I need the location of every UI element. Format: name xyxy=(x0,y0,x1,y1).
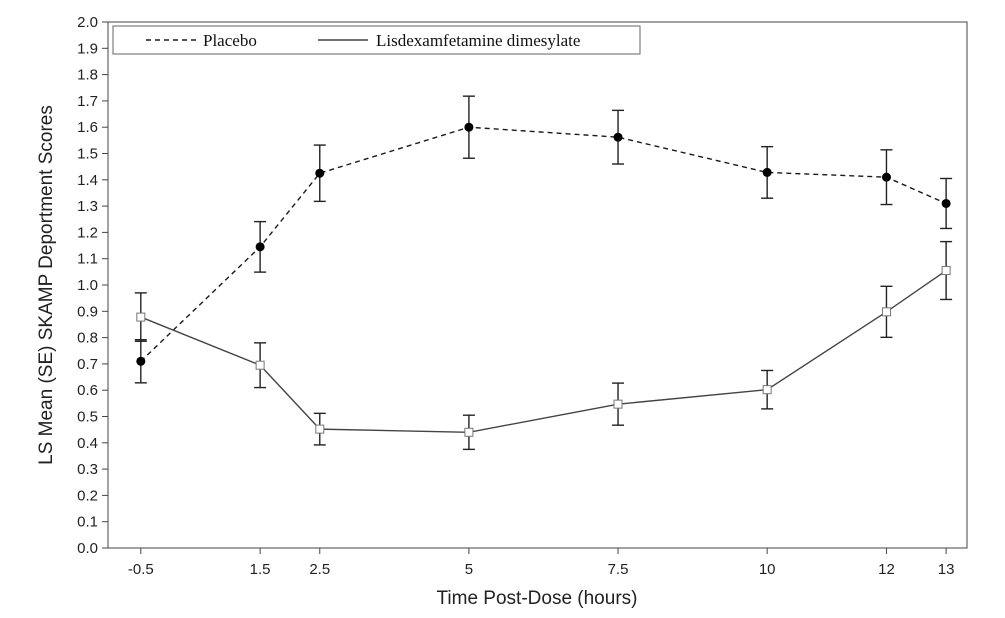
y-tick-label: 0.3 xyxy=(77,461,98,478)
data-point-lisdexamfetamine xyxy=(613,399,623,409)
x-tick-label: 2.5 xyxy=(309,561,330,578)
y-tick-label: 0.0 xyxy=(77,540,98,557)
series-lisdexamfetamine xyxy=(134,240,953,451)
y-tick-label: 1.0 xyxy=(77,277,98,294)
data-point-placebo xyxy=(762,167,772,177)
y-tick-label: 0.1 xyxy=(77,514,98,531)
y-tick-label: 0.8 xyxy=(77,330,98,347)
y-tick-label: 1.5 xyxy=(77,146,98,163)
series-layer xyxy=(134,95,953,451)
y-tick-label: 0.9 xyxy=(77,303,98,320)
series-placebo xyxy=(134,95,953,384)
legend-ldx-label: Lisdexamfetamine dimesylate xyxy=(376,31,580,50)
legend-box xyxy=(112,25,641,55)
y-tick-label: 1.4 xyxy=(77,172,98,189)
x-tick-label: 7.5 xyxy=(608,561,629,578)
data-point-lisdexamfetamine xyxy=(881,307,891,317)
series-line-lisdexamfetamine xyxy=(140,269,947,433)
x-tick-label: 12 xyxy=(878,561,895,578)
legend: Placebo Lisdexamfetamine dimesylate xyxy=(112,25,641,55)
legend-placebo-label: Placebo xyxy=(203,31,257,50)
y-tick-label: 1.7 xyxy=(77,93,98,110)
data-point-lisdexamfetamine xyxy=(136,312,146,322)
y-tick-label: 0.5 xyxy=(77,409,98,426)
y-axis-title: LS Mean (SE) SKAMP Deportment Scores xyxy=(36,105,57,465)
data-point-placebo xyxy=(315,168,325,178)
y-axis: 0.0 0.1 0.2 0.3 0.4 0.5 0.6 0.7 0.8 0.9 1.0 1.1 1.2 1… xyxy=(77,14,108,557)
data-point-placebo xyxy=(613,132,623,142)
y-tick-label: 0.7 xyxy=(77,356,98,373)
data-point-placebo xyxy=(136,356,146,366)
x-tick-label: -0.5 xyxy=(128,561,154,578)
data-point-placebo xyxy=(255,242,265,252)
y-tick-label: 0.6 xyxy=(77,382,98,399)
data-point-lisdexamfetamine xyxy=(941,266,951,276)
x-axis: -0.5 1.5 2.5 5 7.5 10 12 13 xyxy=(128,548,955,578)
plot-area-frame xyxy=(107,21,968,549)
y-tick-label: 0.4 xyxy=(77,435,98,452)
y-tick-label: 0.2 xyxy=(77,487,98,504)
y-tick-label: 1.9 xyxy=(77,40,98,57)
y-tick-label: 2.0 xyxy=(77,14,98,31)
y-tick-label: 1.8 xyxy=(77,67,98,84)
y-tick-label: 1.2 xyxy=(77,224,98,241)
y-tick-label: 1.6 xyxy=(77,119,98,136)
data-point-placebo xyxy=(464,122,474,132)
y-tick-label: 1.1 xyxy=(77,251,98,268)
data-point-lisdexamfetamine xyxy=(464,427,474,437)
data-point-lisdexamfetamine xyxy=(255,360,265,370)
data-point-lisdexamfetamine xyxy=(762,385,772,395)
x-axis-title: Time Post-Dose (hours) xyxy=(437,588,638,609)
series-line-placebo xyxy=(140,126,947,362)
data-point-placebo xyxy=(881,172,891,182)
data-point-placebo xyxy=(941,198,951,208)
data-point-lisdexamfetamine xyxy=(315,424,325,434)
x-tick-label: 1.5 xyxy=(250,561,271,578)
x-tick-label: 13 xyxy=(938,561,955,578)
y-tick-label: 1.3 xyxy=(77,198,98,215)
x-tick-label: 10 xyxy=(759,561,776,578)
x-tick-label: 5 xyxy=(465,561,473,578)
